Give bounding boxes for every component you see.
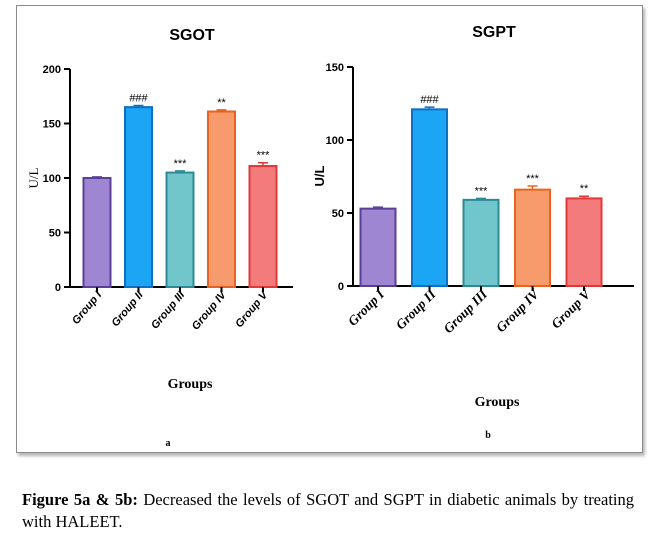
chart-a-significance-label: ** [217, 97, 226, 109]
chart-b-significance-label: ### [420, 94, 439, 106]
chart-a-y-tick-label: 150 [43, 119, 61, 131]
chart-b-bar [411, 108, 448, 287]
chart-b-y-tick-label: 50 [332, 208, 344, 220]
chart-a-bar [165, 171, 195, 288]
chart-a-category-label: Group II [109, 288, 146, 329]
chart-b-category-label: Group V [548, 286, 594, 332]
chart-b-y-axis-label: U/L [312, 165, 327, 186]
caption-lead: Figure 5a & 5b: [22, 490, 138, 509]
chart-a-bar [248, 165, 278, 288]
chart-a-category-label: Group I [70, 288, 105, 326]
chart-b-x-axis-label: Groups [475, 395, 520, 410]
figure-caption: Figure 5a & 5b: Decreased the levels of … [22, 489, 634, 533]
chart-a-title: SGOT [169, 27, 215, 44]
chart-a-y-axis-label: U/L [26, 167, 41, 188]
chart-a-y-tick-label: 0 [55, 282, 61, 294]
chart-b-bar [359, 207, 397, 287]
chart-a-significance-label: *** [257, 150, 271, 162]
chart-b-bar [565, 197, 603, 287]
chart-a-panel-tag: a [166, 438, 171, 449]
chart-b-category-label: Group II [393, 286, 439, 332]
chart-b-significance-label: ** [580, 183, 589, 195]
chart-a-significance-label: *** [174, 158, 188, 170]
chart-a-y-tick-label: 100 [43, 173, 61, 185]
chart-b-y-tick-label: 100 [326, 135, 344, 147]
chart-b-category-label: Group IV [493, 286, 542, 335]
chart-a-significance-label: ### [129, 93, 148, 105]
chart-b-bar [514, 188, 551, 287]
chart-b-significance-label: *** [526, 173, 540, 185]
caption-text: Decreased the levels of SGOT and SGPT in… [22, 490, 635, 531]
chart-b-y-tick-label: 0 [338, 281, 344, 293]
chart-a-x-axis-label: Groups [168, 377, 213, 392]
chart-a-bar [124, 106, 153, 289]
chart-a-category-label: Group IV [190, 288, 230, 333]
chart-b-significance-label: *** [475, 185, 489, 197]
chart-a-y-tick-label: 50 [49, 228, 61, 240]
chart-b-category-label: Group I [345, 286, 388, 329]
chart-b-bar [462, 198, 500, 287]
chart-a-category-label: Group III [149, 289, 188, 332]
chart-a-y-tick-label: 200 [43, 64, 61, 76]
chart-b-y-tick-label: 150 [326, 62, 344, 74]
chart-a-category-label: Group V [233, 288, 271, 330]
chart-b-title: SGPT [472, 24, 516, 41]
chart-b-panel-tag: b [485, 430, 491, 441]
chart-a-bar [82, 177, 112, 288]
chart-b-category-label: Group III [441, 286, 491, 336]
chart-a-bar [207, 110, 236, 289]
